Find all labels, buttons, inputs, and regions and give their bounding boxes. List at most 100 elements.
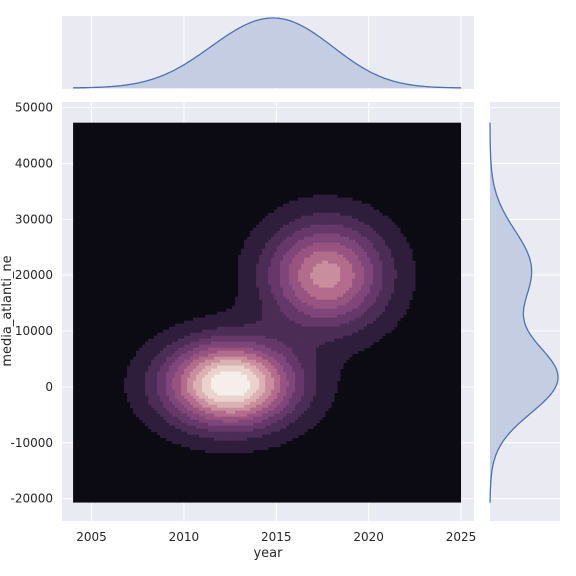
kde-band-cell <box>313 356 317 361</box>
kde-band-cell <box>211 323 215 328</box>
kde-band-cell <box>250 404 254 409</box>
kde-band-cell <box>184 434 188 439</box>
kde-band-cell <box>349 296 353 301</box>
kde-band-cell <box>373 248 377 253</box>
kde-band-cell <box>217 350 221 355</box>
kde-band-cell <box>334 212 338 217</box>
kde-band-cell <box>388 284 392 289</box>
kde-band-cell <box>325 371 329 376</box>
kde-band-cell <box>280 380 284 385</box>
kde-band-cell <box>235 431 239 436</box>
kde-band-cell <box>181 368 185 373</box>
kde-band-cell <box>193 347 197 352</box>
kde-band-cell <box>196 404 200 409</box>
kde-band-cell <box>262 254 266 259</box>
kde-band-cell <box>277 272 281 277</box>
kde-band-cell <box>367 275 371 280</box>
kde-band-cell <box>355 224 359 229</box>
kde-band-cell <box>196 416 200 421</box>
kde-band-cell <box>397 260 401 265</box>
kde-band-cell <box>340 356 344 361</box>
kde-band-cell <box>319 392 323 397</box>
kde-band-cell <box>190 425 194 430</box>
kde-band-cell <box>220 311 224 316</box>
kde-band-cell <box>175 332 179 337</box>
kde-band-cell <box>202 362 206 367</box>
kde-band-cell <box>343 200 347 205</box>
kde-band-cell <box>385 257 389 262</box>
kde-band-cell <box>139 347 143 352</box>
kde-band-cell <box>328 377 332 382</box>
kde-band-cell <box>313 422 317 427</box>
kde-band-cell <box>232 428 236 433</box>
kde-band-cell <box>271 395 275 400</box>
kde-band-cell <box>352 218 356 223</box>
kde-band-cell <box>262 296 266 301</box>
kde-band-cell <box>346 203 350 208</box>
kde-band-cell <box>325 341 329 346</box>
kde-band-cell <box>238 395 242 400</box>
kde-band-cell <box>193 437 197 442</box>
kde-band-cell <box>211 368 215 373</box>
kde-band-cell <box>289 251 293 256</box>
kde-band-cell <box>271 431 275 436</box>
kde-band-cell <box>139 365 143 370</box>
kde-band-cell <box>373 317 377 322</box>
kde-band-cell <box>286 416 290 421</box>
kde-band-cell <box>313 230 317 235</box>
kde-band-cell <box>304 368 308 373</box>
kde-band-cell <box>361 236 365 241</box>
kde-band-cell <box>199 359 203 364</box>
kde-band-cell <box>325 212 329 217</box>
kde-band-cell <box>277 281 281 286</box>
kde-band-cell <box>328 341 332 346</box>
kde-band-cell <box>214 326 218 331</box>
kde-band-cell <box>310 200 314 205</box>
kde-band-cell <box>220 425 224 430</box>
kde-band-cell <box>175 383 179 388</box>
kde-band-cell <box>271 275 275 280</box>
kde-band-cell <box>220 398 224 403</box>
kde-band-cell <box>295 296 299 301</box>
kde-band-cell <box>367 242 371 247</box>
kde-band-cell <box>313 365 317 370</box>
kde-band-cell <box>376 338 380 343</box>
kde-band-cell <box>145 350 149 355</box>
kde-band-cell <box>229 308 233 313</box>
kde-band-cell <box>307 425 311 430</box>
kde-band-cell <box>397 287 401 292</box>
kde-band-cell <box>163 344 167 349</box>
kde-band-cell <box>277 401 281 406</box>
kde-band-cell <box>280 365 284 370</box>
kde-band-cell <box>232 374 236 379</box>
kde-band-cell <box>286 374 290 379</box>
kde-band-cell <box>217 404 221 409</box>
kde-band-cell <box>217 434 221 439</box>
kde-band-cell <box>211 341 215 346</box>
kde-band-cell <box>388 317 392 322</box>
kde-band-cell <box>262 434 266 439</box>
kde-band-cell <box>268 260 272 265</box>
kde-band-cell <box>196 407 200 412</box>
kde-band-cell <box>409 293 413 298</box>
kde-band-cell <box>151 365 155 370</box>
kde-band-cell <box>331 218 335 223</box>
kde-band-cell <box>343 347 347 352</box>
kde-band-cell <box>310 377 314 382</box>
kde-band-cell <box>256 314 260 319</box>
kde-band-cell <box>286 368 290 373</box>
kde-band-cell <box>325 242 329 247</box>
kde-band-cell <box>238 338 242 343</box>
kde-band-cell <box>388 260 392 265</box>
kde-band-cell <box>307 326 311 331</box>
kde-band-cell <box>265 284 269 289</box>
kde-band-cell <box>319 407 323 412</box>
kde-band-cell <box>373 278 377 283</box>
kde-band-cell <box>256 419 260 424</box>
kde-band-cell <box>253 395 257 400</box>
kde-band-cell <box>199 428 203 433</box>
kde-band-cell <box>265 233 269 238</box>
kde-band-cell <box>268 242 272 247</box>
kde-band-cell <box>148 344 152 349</box>
kde-band-cell <box>193 383 197 388</box>
